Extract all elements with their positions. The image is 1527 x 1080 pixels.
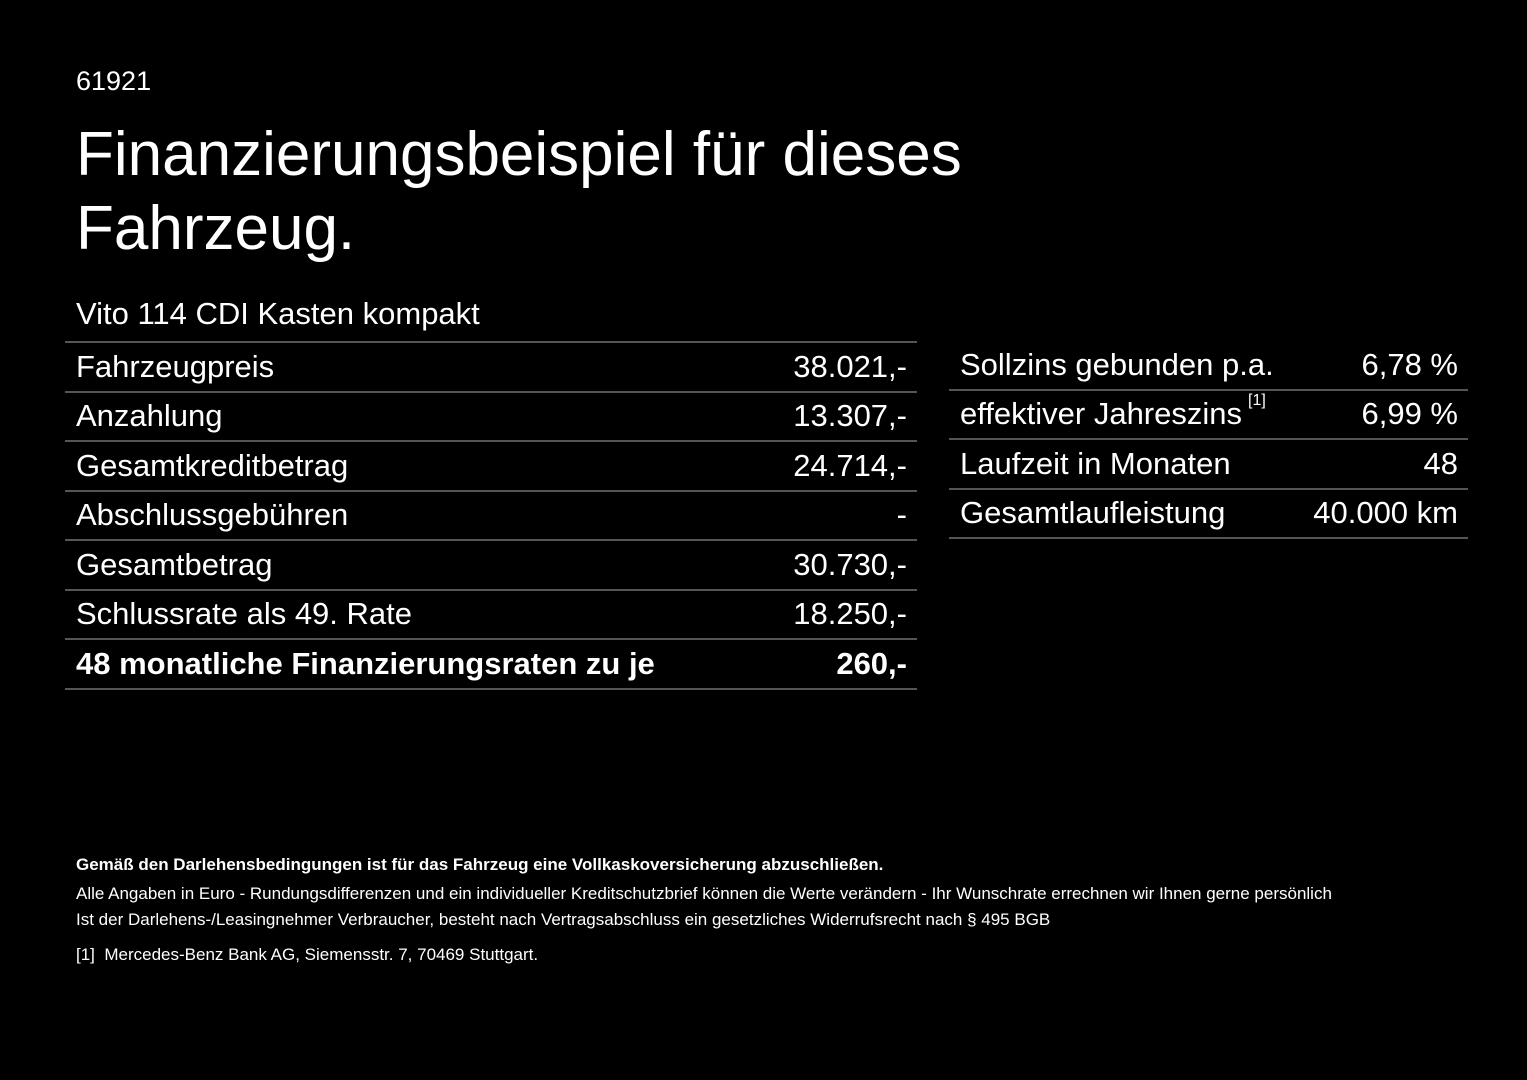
row-label: Gesamtbetrag bbox=[76, 546, 273, 582]
row-label: Anzahlung bbox=[76, 398, 223, 434]
vehicle-model: Vito 114 CDI Kasten kompakt bbox=[76, 296, 480, 331]
table-row: Gesamtbetrag 30.730,- bbox=[65, 541, 917, 591]
row-label: Schlussrate als 49. Rate bbox=[76, 596, 413, 632]
row-label: 48 monatliche Finanzierungsraten zu je bbox=[76, 645, 655, 681]
legal-notes: Gemäß den Darlehensbedingungen ist für d… bbox=[76, 852, 1332, 968]
row-value: 18.250,- bbox=[793, 596, 907, 632]
row-value: 30.730,- bbox=[793, 546, 907, 582]
monthly-rate-row: 48 monatliche Finanzierungsraten zu je 26… bbox=[65, 640, 917, 690]
row-value: 40.000 km bbox=[1313, 495, 1458, 531]
table-row: Gesamtlaufleistung 40.000 km bbox=[949, 490, 1468, 539]
row-label: Sollzins gebunden p.a. bbox=[960, 346, 1274, 382]
footnote: [1] Mercedes-Benz Bank AG, Siemensstr. 7… bbox=[76, 942, 1332, 968]
note-line: Ist der Darlehens-/Leasingnehmer Verbrau… bbox=[76, 910, 1051, 929]
row-value: 38.021,- bbox=[793, 348, 907, 384]
row-label: Laufzeit in Monaten bbox=[960, 445, 1231, 481]
footnote-mark: [1] bbox=[76, 945, 95, 964]
row-label: Abschlussgebühren bbox=[76, 497, 349, 533]
row-label: Gesamtkreditbetrag bbox=[76, 447, 349, 483]
row-label: Fahrzeugpreis bbox=[76, 348, 275, 384]
table-row: effektiver Jahreszins [1] 6,99 % bbox=[949, 391, 1468, 440]
table-row: Sollzins gebunden p.a. 6,78 % bbox=[949, 341, 1468, 391]
table-row: Abschlussgebühren - bbox=[65, 492, 917, 541]
offer-code: 61921 bbox=[76, 66, 152, 96]
table-row: Gesamtkreditbetrag 24.714,- bbox=[65, 442, 917, 492]
insurance-note: Gemäß den Darlehensbedingungen ist für d… bbox=[76, 855, 884, 874]
table-row: Laufzeit in Monaten 48 bbox=[949, 440, 1468, 490]
table-row: Anzahlung 13.307,- bbox=[65, 393, 917, 442]
financing-table: Fahrzeugpreis 38.021,- Anzahlung 13.307,- … bbox=[65, 341, 917, 690]
table-row: Fahrzeugpreis 38.021,- bbox=[65, 343, 917, 393]
row-value: - bbox=[896, 497, 907, 533]
table-row: Schlussrate als 49. Rate 18.250,- bbox=[65, 591, 917, 640]
row-label: Gesamtlaufleistung bbox=[960, 495, 1226, 531]
row-value: 24.714,- bbox=[793, 447, 907, 483]
page-title: Finanzierungsbeispiel für dieses Fahrzeu… bbox=[76, 120, 962, 263]
note-line: Alle Angaben in Euro - Rundungsdifferenz… bbox=[76, 884, 1332, 903]
row-value: 48 bbox=[1423, 445, 1458, 481]
row-value: 13.307,- bbox=[793, 398, 907, 434]
footnote-text: Mercedes-Benz Bank AG, Siemensstr. 7, 70… bbox=[104, 945, 539, 964]
row-value: 6,78 % bbox=[1361, 346, 1458, 382]
footnote-ref: [1] bbox=[1248, 392, 1266, 410]
row-label: effektiver Jahreszins bbox=[960, 396, 1242, 432]
row-value: 260,- bbox=[836, 645, 907, 681]
row-value: 6,99 % bbox=[1361, 396, 1458, 432]
interest-table: Sollzins gebunden p.a. 6,78 % effektiver … bbox=[949, 341, 1468, 539]
